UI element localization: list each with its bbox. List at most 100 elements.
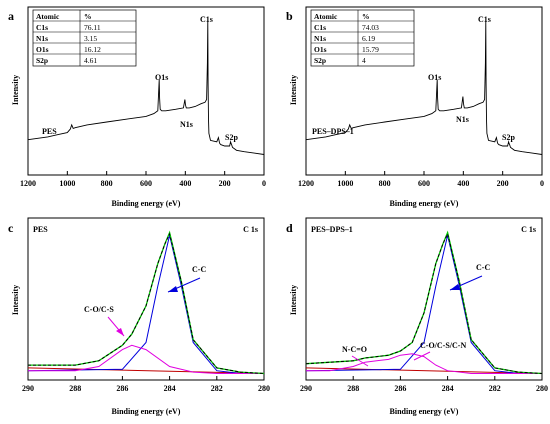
x-axis-ticks: 290 288 286 284 282 280 (300, 376, 548, 393)
peak-label-c1s: C1s (478, 15, 491, 24)
measured-spectrum-line (28, 232, 265, 374)
table-header-percent: % (362, 12, 370, 21)
table-cell: 4.61 (84, 56, 97, 65)
peak-label-n1s: N1s (456, 115, 469, 124)
component-label-c-c: C-C (476, 263, 490, 272)
table-cell: S2p (36, 56, 48, 65)
panel-c: c Intensity Binding energy (eV) 290 288 28… (8, 217, 270, 416)
x-tick-label: 400 (457, 179, 469, 188)
corner-label-c1s: C 1s (243, 225, 258, 234)
c-o-label-arrow (413, 351, 431, 361)
x-tick-label: 288 (347, 384, 359, 393)
x-axis-ticks: 290 288 286 284 282 280 (22, 376, 270, 393)
corner-label-c1s: C 1s (521, 225, 536, 234)
x-tick-label: 800 (379, 179, 391, 188)
peak-label-o1s: O1s (428, 73, 441, 82)
y-axis-label: Intensity (289, 285, 298, 315)
sample-label: PES–DPS–1 (312, 127, 354, 136)
x-tick-label: 800 (101, 179, 113, 188)
panel-d: d Intensity Binding energy (eV) 290 288 28… (286, 217, 548, 416)
table-cell: 16.12 (84, 45, 101, 54)
x-tick-label: 1200 (298, 179, 314, 188)
x-axis-label: Binding energy (eV) (390, 199, 459, 208)
x-tick-label: 600 (140, 179, 152, 188)
x-tick-label: 200 (497, 179, 509, 188)
atomic-table: Atomic % C1s 74.03 N1s 6.19 O1s 15.79 S2… (310, 9, 415, 67)
sample-label: PES (42, 127, 57, 136)
table-header-percent: % (84, 12, 92, 21)
x-axis-ticks: 1200 1000 800 600 400 200 0 (298, 171, 544, 188)
x-tick-label: 286 (116, 384, 128, 393)
panel-a: a Intensity Binding energy (eV) 1200 1000… (8, 6, 266, 208)
component-label-c-o-c-s-c-n: C-O/C-S/C-N (420, 341, 466, 350)
x-tick-label: 280 (258, 384, 270, 393)
x-tick-label: 284 (442, 384, 454, 393)
x-axis-label: Binding energy (eV) (112, 199, 181, 208)
x-tick-label: 288 (69, 384, 81, 393)
y-axis-label: Intensity (11, 285, 20, 315)
survey-spectrum-line (305, 20, 543, 155)
y-axis-label: Intensity (11, 75, 20, 105)
background-line (305, 367, 543, 374)
c-c-component-line (27, 235, 264, 374)
c-o-c-s-arrowhead (116, 328, 124, 336)
x-tick-label: 290 (300, 384, 312, 393)
table-cell: 76.11 (84, 23, 101, 32)
sample-label: PES (33, 225, 48, 234)
x-axis-ticks: 1200 1000 800 600 400 200 0 (20, 171, 266, 188)
x-tick-label: 0 (262, 179, 266, 188)
survey-spectrum-line (27, 20, 265, 155)
panel-b: b Intensity Binding energy (eV) 1200 1000… (286, 6, 544, 208)
panel-letter: d (286, 221, 293, 235)
x-tick-label: 290 (22, 384, 34, 393)
table-cell: 6.19 (362, 34, 375, 43)
table-header-atomic: Atomic (36, 12, 60, 21)
atomic-table: Atomic % C1s 76.11 N1s 3.15 O1s 16.12 S2… (32, 9, 137, 67)
table-cell: 74.03 (362, 23, 379, 32)
x-tick-label: 400 (179, 179, 191, 188)
x-tick-label: 600 (418, 179, 430, 188)
x-axis-label: Binding energy (eV) (390, 407, 459, 416)
table-cell: 3.15 (84, 34, 97, 43)
background-line (27, 367, 265, 374)
x-tick-label: 200 (219, 179, 231, 188)
table-cell: N1s (36, 34, 48, 43)
table-cell: 4 (362, 56, 366, 65)
x-tick-label: 1000 (59, 179, 75, 188)
table-cell: C1s (36, 23, 48, 32)
envelope-fit-line (28, 230, 265, 375)
peak-label-n1s: N1s (180, 120, 193, 129)
x-axis-label: Binding energy (eV) (112, 407, 181, 416)
c-c-arrowhead (450, 284, 460, 290)
y-axis-label: Intensity (289, 75, 298, 105)
x-tick-label: 280 (536, 384, 548, 393)
table-cell: O1s (36, 45, 49, 54)
peak-label-s2p: S2p (225, 133, 238, 142)
table-cell: C1s (314, 23, 326, 32)
x-tick-label: 284 (164, 384, 176, 393)
component-label-n-c-o: N-C=O (342, 345, 367, 354)
table-cell: N1s (314, 34, 326, 43)
table-cell: O1s (314, 45, 327, 54)
c-o-c-s-component-line (28, 344, 264, 374)
x-tick-label: 282 (489, 384, 501, 393)
sample-label: PES–DPS–1 (311, 225, 353, 234)
peak-label-c1s: C1s (200, 15, 213, 24)
x-tick-label: 286 (394, 384, 406, 393)
n-c-o-label-arrow (351, 355, 369, 367)
x-tick-label: 1000 (337, 179, 353, 188)
minor-component-line (306, 353, 542, 374)
c-c-component-line (305, 235, 542, 374)
x-tick-label: 282 (211, 384, 223, 393)
plot-frame (27, 217, 265, 381)
measured-spectrum-line (305, 232, 543, 374)
table-cell: 15.79 (362, 45, 379, 54)
component-label-c-o-c-s: C-O/C-S (84, 305, 114, 314)
table-cell: S2p (314, 56, 326, 65)
peak-label-s2p: S2p (502, 133, 515, 142)
panel-letter: b (286, 9, 293, 23)
component-label-c-c: C-C (192, 265, 206, 274)
c-c-arrowhead (168, 286, 178, 292)
table-header-atomic: Atomic (314, 12, 338, 21)
plot-frame (305, 217, 543, 381)
